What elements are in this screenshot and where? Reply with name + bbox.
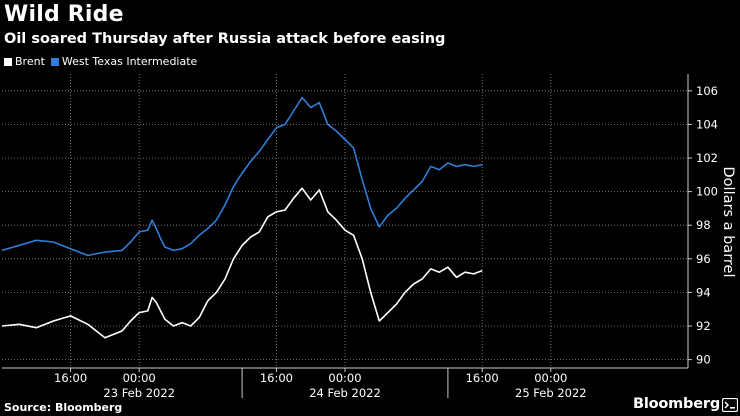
x-tick-label: 16:00: [466, 371, 499, 385]
x-tick-label: 00:00: [534, 371, 567, 385]
x-tick-label: 16:00: [260, 371, 293, 385]
source-note: Source: Bloomberg: [4, 401, 123, 414]
y-tick-label: 102: [696, 151, 718, 165]
legend-item-wti: West Texas Intermediate: [50, 55, 198, 68]
date-label: 23 Feb 2022: [103, 386, 175, 400]
series-layer: [1, 96, 483, 339]
legend-item-brent: Brent: [4, 55, 45, 68]
x-tick-label: 16:00: [54, 371, 87, 385]
series-line-brent: [1, 187, 483, 339]
y-tick-label: 106: [696, 84, 718, 98]
chart-subtitle: Oil soared Thursday after Russia attack …: [4, 31, 446, 47]
legend: Brent West Texas Intermediate: [4, 55, 203, 68]
y-tick-label: 100: [696, 185, 718, 199]
legend-swatch-brent: [4, 57, 12, 66]
chart-title: Wild Ride: [4, 2, 124, 27]
series-line-wti: [1, 96, 483, 257]
grid-layer: [2, 74, 688, 368]
date-label: 24 Feb 2022: [309, 386, 381, 400]
y-axis-label: Dollars a barrel: [720, 167, 736, 278]
x-tick-label: 00:00: [328, 371, 361, 385]
axis-layer: 90 92 94 96 98 100 102 104 106 16:00 00:00 16:00 00:…: [2, 74, 718, 400]
legend-swatch-wti: [50, 57, 59, 66]
y-tick-label: 98: [696, 218, 711, 232]
y-tick-label: 96: [696, 252, 711, 266]
y-tick-label: 104: [696, 117, 718, 131]
date-label: 25 Feb 2022: [515, 386, 587, 400]
terminal-icon: [722, 398, 738, 412]
bloomberg-logo: Bloomberg: [633, 396, 720, 412]
y-tick-label: 94: [696, 285, 711, 299]
legend-label-wti: West Texas Intermediate: [61, 55, 198, 68]
x-tick-label: 00:00: [123, 371, 156, 385]
legend-label-brent: Brent: [15, 55, 45, 68]
y-tick-label: 92: [696, 319, 711, 333]
y-tick-label: 90: [696, 353, 711, 367]
